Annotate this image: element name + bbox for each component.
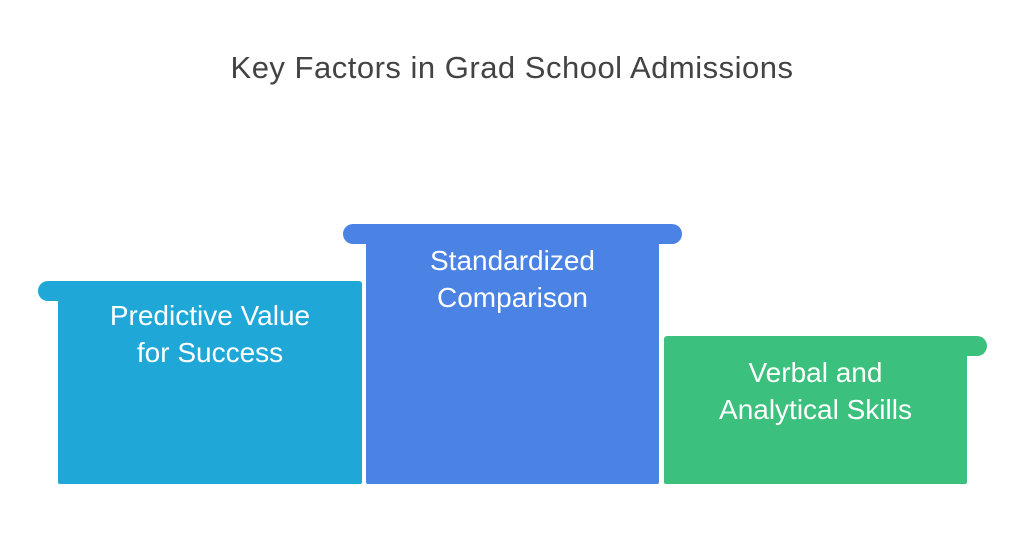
chart-title: Key Factors in Grad School Admissions	[230, 50, 794, 85]
bar-cap-decoration	[343, 224, 682, 244]
bar-label-verbal-analytical: Verbal and Analytical Skills	[719, 357, 912, 425]
bar-label-standardized-comparison: Standardized Comparison	[429, 245, 595, 313]
bar-tab-decoration	[38, 281, 88, 301]
bar-tab-decoration	[937, 336, 987, 356]
bar-predictive-value: Predictive Value for Success	[38, 281, 362, 484]
bar-verbal-analytical: Verbal and Analytical Skills	[664, 336, 987, 484]
bar-label-predictive-value: Predictive Value for Success	[109, 300, 311, 368]
bar-standardized-comparison: Standardized Comparison	[343, 224, 682, 484]
